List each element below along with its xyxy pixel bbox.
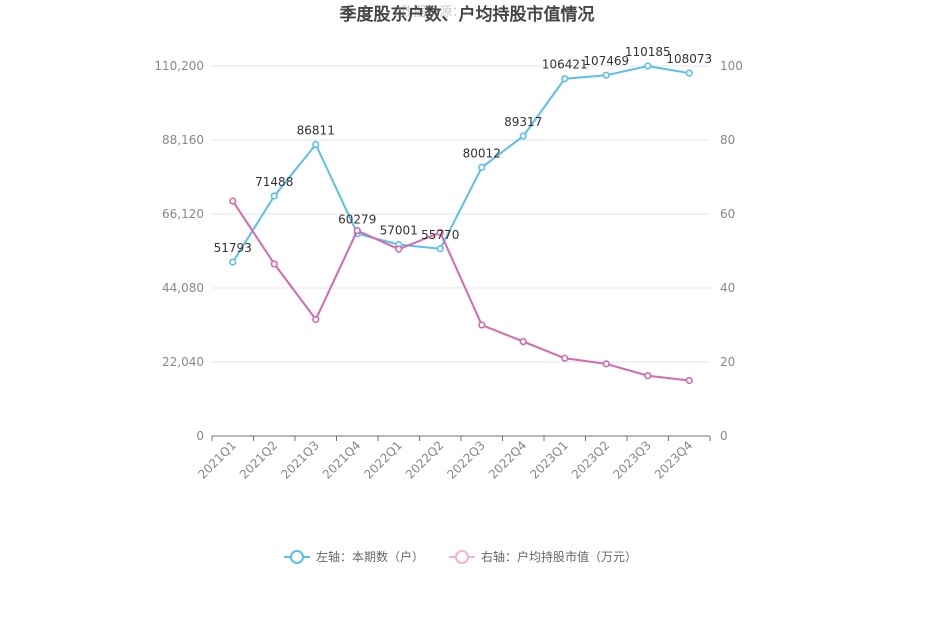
series-1-point — [644, 62, 652, 70]
legend: 左轴：本期数（户） 右轴：户均持股市值（万元） — [284, 549, 637, 564]
x-tick-label: 2022Q4 — [486, 438, 530, 482]
chart-title: 季度股东户数、户均持股市值情况 — [340, 4, 595, 25]
series-2-point — [229, 197, 237, 205]
legend-label: 右轴：户均持股市值（万元） — [481, 549, 637, 564]
legend-label: 左轴：本期数（户） — [316, 549, 424, 564]
y-left-tick-label: 22,040 — [162, 355, 204, 369]
y-left-tick-label: 88,160 — [162, 133, 204, 147]
legend-marker-2 — [455, 550, 469, 564]
series-line-1 — [231, 65, 690, 263]
series-1-point — [602, 71, 610, 79]
data-label: 107469 — [583, 54, 629, 68]
y-left-tick-label: 44,080 — [162, 281, 204, 295]
series-2-point — [436, 228, 444, 237]
x-tick-label: 2021Q4 — [320, 438, 364, 482]
data-label: 60279 — [338, 213, 376, 227]
data-label: 71488 — [255, 175, 293, 189]
x-tick-label: 2022Q3 — [444, 438, 488, 482]
y-right-tick-label: 40 — [720, 281, 735, 295]
x-tick-label: 2021Q1 — [195, 438, 239, 482]
legend-marker-1 — [290, 550, 304, 564]
series-1-point — [561, 75, 569, 83]
x-tick-label: 2023Q3 — [610, 438, 654, 482]
series-line-2 — [231, 200, 690, 382]
data-label: 80012 — [463, 146, 501, 160]
series-2-point — [519, 338, 527, 346]
data-label: 106421 — [542, 58, 588, 72]
y-right-tick-label: 80 — [720, 133, 735, 147]
data-label: 89317 — [504, 115, 542, 129]
x-tick-label: 2021Q3 — [278, 438, 322, 482]
data-label: 86811 — [297, 124, 335, 138]
y-right-tick-label: 0 — [720, 429, 728, 443]
series-1-point — [519, 132, 527, 140]
y-right-tick-label: 100 — [720, 59, 743, 73]
y-left-tick-label: 0 — [196, 429, 204, 443]
series-2-point — [561, 354, 569, 362]
data-label: 108073 — [666, 52, 712, 66]
series-2-point — [644, 372, 652, 380]
y-right-tick-label: 20 — [720, 355, 735, 369]
series-2-point — [312, 315, 320, 324]
y-right-tick-label: 60 — [720, 207, 735, 221]
x-tick-label: 2023Q2 — [569, 438, 613, 482]
x-tick-label: 2023Q1 — [527, 438, 571, 482]
series-1-point — [270, 192, 278, 200]
series-1-point — [478, 163, 486, 171]
axes: 0 0 22,040 20 44,080 40 66,120 60 88,160 80 110,20… — [154, 59, 743, 482]
data-labels: 51793 71488 86811 60279 57001 55770 80012 89317… — [214, 45, 713, 255]
series-1-point — [312, 140, 320, 149]
x-tick-label: 2022Q1 — [361, 438, 405, 482]
series-2-point — [353, 227, 361, 235]
data-label: 57001 — [380, 224, 418, 238]
data-label: 55770 — [421, 228, 459, 242]
data-label: 51793 — [214, 241, 252, 255]
x-tick-label: 2021Q2 — [237, 438, 281, 482]
series-2-point — [478, 321, 486, 329]
x-tick-label: 2022Q2 — [403, 438, 447, 482]
series-2-point — [685, 376, 693, 385]
series-2-point — [270, 260, 278, 268]
series-1-point — [685, 69, 693, 77]
x-tick-label: 2023Q4 — [652, 438, 696, 482]
y-left-tick-label: 66,120 — [162, 207, 204, 221]
series-layer — [229, 62, 693, 385]
gridlines — [212, 65, 710, 363]
data-label: 110185 — [625, 45, 671, 59]
series-1-point — [436, 245, 444, 253]
series-2-point — [395, 245, 403, 253]
series-1-point — [229, 258, 237, 266]
watermark-text: 数据来源： — [400, 5, 465, 20]
y-left-tick-label: 110,200 — [154, 59, 204, 73]
series-2-point — [602, 360, 610, 368]
